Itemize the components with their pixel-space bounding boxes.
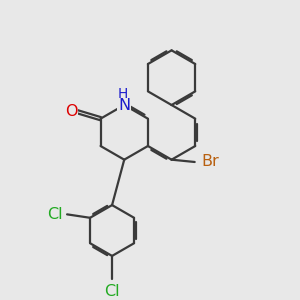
Text: Cl: Cl [104,284,120,299]
Text: Cl: Cl [47,207,63,222]
Text: N: N [118,98,130,112]
Text: Br: Br [201,154,219,169]
Text: O: O [65,104,78,119]
Text: H: H [118,87,128,101]
